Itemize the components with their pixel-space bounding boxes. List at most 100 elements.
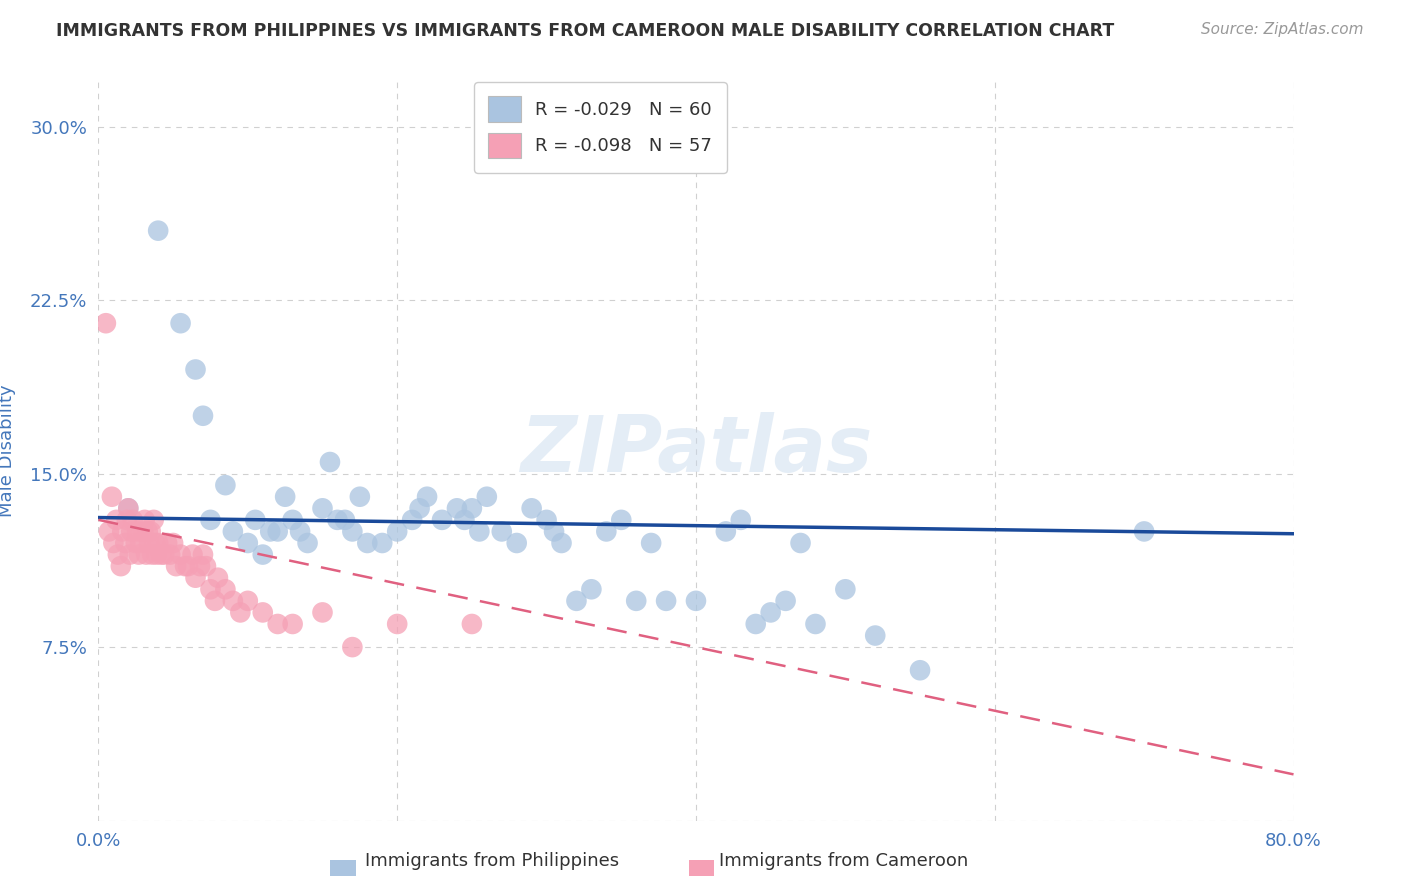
Point: [169, 548, 191, 562]
Point: [775, 594, 797, 608]
Point: [236, 594, 259, 608]
Point: [759, 606, 782, 620]
Point: [1133, 524, 1156, 539]
Point: [640, 536, 662, 550]
Point: [804, 617, 827, 632]
Point: [115, 513, 138, 527]
Point: [117, 501, 139, 516]
Point: [789, 536, 811, 550]
Point: [626, 594, 648, 608]
Point: [730, 513, 752, 527]
Y-axis label: Male Disability: Male Disability: [0, 384, 15, 516]
Point: [156, 536, 179, 550]
Point: [461, 501, 484, 516]
Point: [461, 617, 484, 632]
Point: [401, 513, 423, 527]
Point: [142, 513, 165, 527]
Point: [595, 524, 617, 539]
Point: [136, 524, 159, 539]
Text: Immigrants from Cameroon: Immigrants from Cameroon: [718, 852, 969, 870]
Legend: R = -0.029   N = 60, R = -0.098   N = 57: R = -0.029 N = 60, R = -0.098 N = 57: [474, 82, 727, 173]
Text: IMMIGRANTS FROM PHILIPPINES VS IMMIGRANTS FROM CAMEROON MALE DISABILITY CORRELAT: IMMIGRANTS FROM PHILIPPINES VS IMMIGRANT…: [56, 22, 1115, 40]
Point: [259, 524, 281, 539]
Point: [288, 524, 311, 539]
Point: [252, 606, 274, 620]
Text: Immigrants from Philippines: Immigrants from Philippines: [366, 852, 619, 870]
Point: [132, 524, 155, 539]
Point: [207, 571, 229, 585]
Point: [333, 513, 356, 527]
Point: [121, 513, 143, 527]
Point: [184, 571, 207, 585]
Point: [222, 594, 245, 608]
Point: [520, 501, 543, 516]
Point: [111, 524, 134, 539]
Point: [128, 548, 150, 562]
Point: [120, 524, 142, 539]
Point: [453, 513, 475, 527]
Point: [281, 617, 304, 632]
Point: [834, 582, 856, 597]
Point: [103, 536, 125, 550]
Point: [245, 513, 267, 527]
Point: [204, 594, 226, 608]
Point: [177, 559, 200, 574]
Point: [356, 536, 378, 550]
Point: [191, 409, 214, 423]
Point: [468, 524, 491, 539]
Point: [127, 524, 149, 539]
Point: [125, 536, 148, 550]
Point: [107, 548, 129, 562]
Point: [908, 663, 931, 677]
Point: [222, 524, 245, 539]
Point: [141, 548, 163, 562]
Text: Source: ZipAtlas.com: Source: ZipAtlas.com: [1201, 22, 1364, 37]
Point: [655, 594, 678, 608]
Point: [342, 640, 364, 654]
Point: [105, 513, 128, 527]
Point: [181, 548, 204, 562]
Point: [342, 524, 364, 539]
Point: [349, 490, 371, 504]
Point: [162, 536, 184, 550]
Point: [408, 501, 430, 516]
Point: [148, 224, 170, 238]
Point: [430, 513, 453, 527]
Point: [274, 490, 297, 504]
Text: ZIPatlas: ZIPatlas: [520, 412, 872, 489]
Point: [97, 524, 120, 539]
Point: [685, 594, 707, 608]
Point: [148, 536, 170, 550]
Point: [94, 316, 117, 330]
Point: [150, 548, 173, 562]
Point: [129, 536, 152, 550]
Point: [252, 548, 274, 562]
Point: [475, 490, 498, 504]
Point: [550, 536, 572, 550]
Point: [165, 559, 187, 574]
Point: [134, 513, 156, 527]
Point: [543, 524, 565, 539]
Point: [117, 501, 139, 516]
Point: [139, 524, 162, 539]
Point: [214, 582, 236, 597]
Point: [214, 478, 236, 492]
Point: [118, 548, 141, 562]
Point: [135, 548, 157, 562]
Point: [311, 606, 333, 620]
Point: [138, 536, 160, 550]
Point: [195, 559, 218, 574]
Point: [267, 617, 290, 632]
Point: [229, 606, 252, 620]
Point: [145, 548, 167, 562]
Point: [297, 536, 319, 550]
Point: [385, 524, 409, 539]
Point: [184, 362, 207, 376]
Point: [191, 548, 214, 562]
Point: [110, 559, 132, 574]
Point: [446, 501, 468, 516]
Point: [506, 536, 529, 550]
Point: [536, 513, 558, 527]
Point: [745, 617, 768, 632]
Point: [174, 559, 197, 574]
